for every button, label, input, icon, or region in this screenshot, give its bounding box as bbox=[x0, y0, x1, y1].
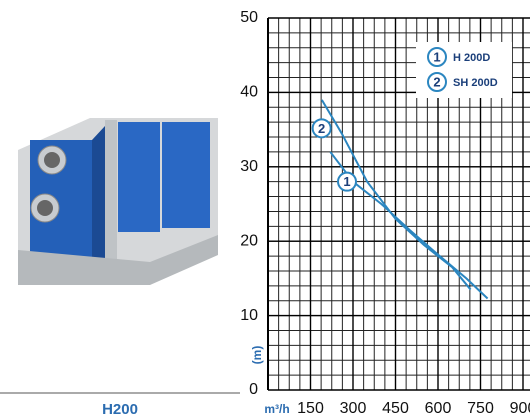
label-badge bbox=[427, 47, 447, 67]
series-line bbox=[320, 99, 472, 291]
x-axis-label: m³/h bbox=[264, 402, 289, 416]
x-tick-label: 900 bbox=[510, 400, 530, 417]
y-tick-label: 40 bbox=[240, 84, 258, 101]
y-tick-label: 50 bbox=[240, 9, 258, 26]
y-axis-label: (m) bbox=[250, 346, 264, 365]
legend-label: H 200D bbox=[453, 52, 490, 64]
y-tick-label: 30 bbox=[240, 158, 258, 175]
chart: 0 10 20 30 40 50 150 300 450 600 750 900 m³/h (m) 1 H 2… bbox=[240, 9, 530, 417]
label-number: 2 bbox=[318, 121, 325, 136]
label-number: 1 bbox=[343, 174, 350, 189]
x-tick-label: 600 bbox=[425, 400, 452, 417]
x-tick-label: 150 bbox=[297, 400, 324, 417]
label-badge bbox=[427, 72, 447, 92]
label-badge bbox=[311, 118, 332, 139]
series-line bbox=[329, 151, 489, 300]
x-tick-label: 450 bbox=[382, 400, 409, 417]
label-badge bbox=[337, 171, 357, 192]
x-tick-label: 750 bbox=[467, 400, 494, 417]
legend-label: SH 200D bbox=[453, 77, 498, 89]
y-tick-label: 10 bbox=[240, 307, 258, 324]
y-tick-label: 20 bbox=[240, 232, 258, 249]
y-tick-label: 0 bbox=[249, 381, 258, 398]
label-number: 1 bbox=[433, 49, 440, 64]
pump-image bbox=[18, 118, 218, 285]
label-number: 2 bbox=[433, 74, 440, 89]
x-tick-label: 300 bbox=[340, 400, 367, 417]
legend: 1 H 200D 2 SH 200D bbox=[416, 42, 512, 98]
caption: H200 bbox=[102, 401, 138, 418]
